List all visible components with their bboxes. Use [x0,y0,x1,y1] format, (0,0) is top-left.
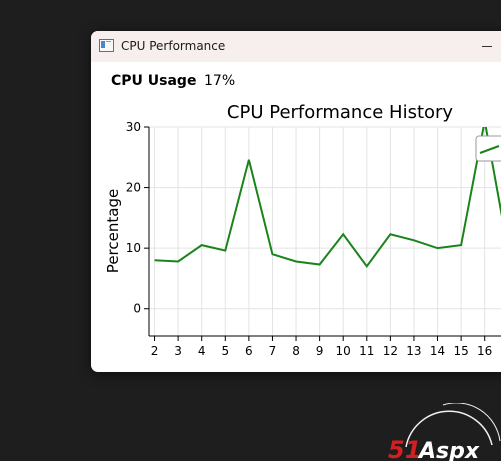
window-title: CPU Performance [121,39,226,53]
y-tick-label: 30 [126,120,141,134]
app-icon [99,39,114,52]
x-tick-label: 2 [151,344,159,358]
cpu-series-line [154,127,501,269]
app-window: CPU Performance CPU Usage 17% CPU Perfor… [91,31,501,372]
x-tick-label: 9 [316,344,324,358]
x-tick-label: 6 [245,344,253,358]
y-tick-label: 10 [126,241,141,255]
x-tick-label: 7 [269,344,277,358]
x-tick-label: 16 [477,344,492,358]
svg-text:51: 51 [388,436,421,461]
cpu-history-chart: CPU Performance History Percentage 2 3 4 5 6… [104,102,501,358]
chart-title: CPU Performance History [227,102,453,123]
cpu-usage-value: 17% [204,73,236,89]
x-tick-label: 13 [406,344,421,358]
svg-text:Aspx: Aspx [417,439,480,461]
y-axis-label: Percentage [104,189,122,273]
title-bar[interactable]: CPU Performance [91,31,501,62]
x-tick-label: 5 [221,344,229,358]
x-tick-label: 12 [383,344,398,358]
y-tick-label: 0 [133,302,141,316]
x-tick-label: 3 [174,344,182,358]
legend-line-swatch [479,145,500,154]
x-tick-label: 10 [336,344,351,358]
cpu-usage-label: CPU Usage [111,73,197,89]
legend-box [475,135,501,162]
y-tick-label: 20 [126,181,141,195]
watermark-logo: 51 Aspx [388,403,501,461]
x-tick-label: 15 [453,344,468,358]
x-tick-label: 14 [430,344,445,358]
x-tick-label: 8 [292,344,300,358]
x-tick-label: 4 [198,344,206,358]
minimize-button[interactable] [475,39,501,55]
x-tick-label: 11 [359,344,374,358]
